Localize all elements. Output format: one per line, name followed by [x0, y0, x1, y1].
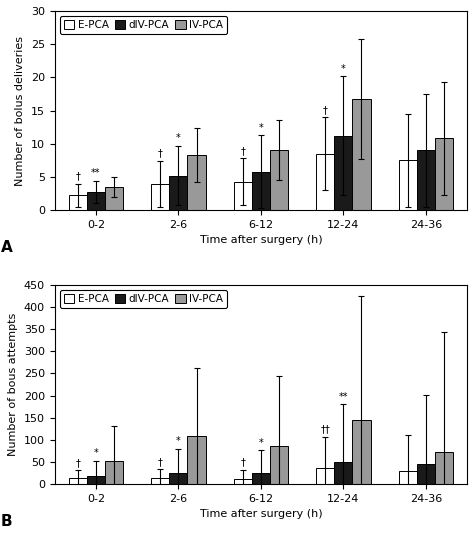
X-axis label: Time after surgery (h): Time after surgery (h) [200, 509, 322, 519]
Bar [435, 138, 453, 210]
Bar [353, 420, 371, 484]
Text: *: * [341, 64, 346, 74]
Bar [169, 473, 188, 484]
Bar [316, 468, 334, 484]
Text: ††: †† [320, 425, 330, 434]
Text: *: * [176, 134, 181, 143]
Bar [234, 478, 252, 484]
Text: *: * [93, 448, 98, 458]
Bar [399, 471, 417, 484]
Bar [87, 476, 105, 484]
Text: †: † [75, 458, 80, 468]
Bar [234, 182, 252, 210]
Bar [69, 478, 87, 484]
Bar [151, 478, 169, 484]
Bar [105, 461, 123, 484]
Bar [353, 99, 371, 210]
Bar [188, 155, 206, 210]
Legend: E-PCA, dIV-PCA, IV-PCA: E-PCA, dIV-PCA, IV-PCA [60, 16, 227, 35]
Bar [151, 184, 169, 210]
Bar [316, 154, 334, 210]
Text: *: * [258, 123, 263, 132]
Bar [417, 464, 435, 484]
Text: †: † [240, 146, 245, 156]
Text: *: * [176, 436, 181, 446]
Bar [435, 452, 453, 484]
Bar [252, 171, 270, 210]
Text: †: † [75, 171, 80, 181]
Bar [417, 151, 435, 210]
Bar [69, 195, 87, 210]
Bar [169, 176, 188, 210]
Text: †: † [323, 105, 328, 115]
Y-axis label: Number of bous attempts: Number of bous attempts [9, 313, 18, 456]
Text: †: † [158, 148, 163, 159]
Text: †: † [158, 457, 163, 467]
Y-axis label: Number of bolus deliveries: Number of bolus deliveries [15, 35, 25, 185]
Text: *: * [258, 438, 263, 448]
Bar [87, 192, 105, 210]
Legend: E-PCA, dIV-PCA, IV-PCA: E-PCA, dIV-PCA, IV-PCA [60, 290, 227, 309]
Bar [270, 151, 288, 210]
Bar [105, 187, 123, 210]
Bar [334, 462, 353, 484]
X-axis label: Time after surgery (h): Time after surgery (h) [200, 235, 322, 245]
Text: **: ** [338, 392, 348, 402]
Text: A: A [1, 240, 13, 255]
Text: B: B [1, 514, 13, 529]
Text: **: ** [91, 169, 100, 178]
Bar [334, 136, 353, 210]
Bar [252, 473, 270, 484]
Bar [188, 436, 206, 484]
Bar [399, 160, 417, 210]
Text: †: † [240, 458, 245, 467]
Bar [270, 446, 288, 484]
